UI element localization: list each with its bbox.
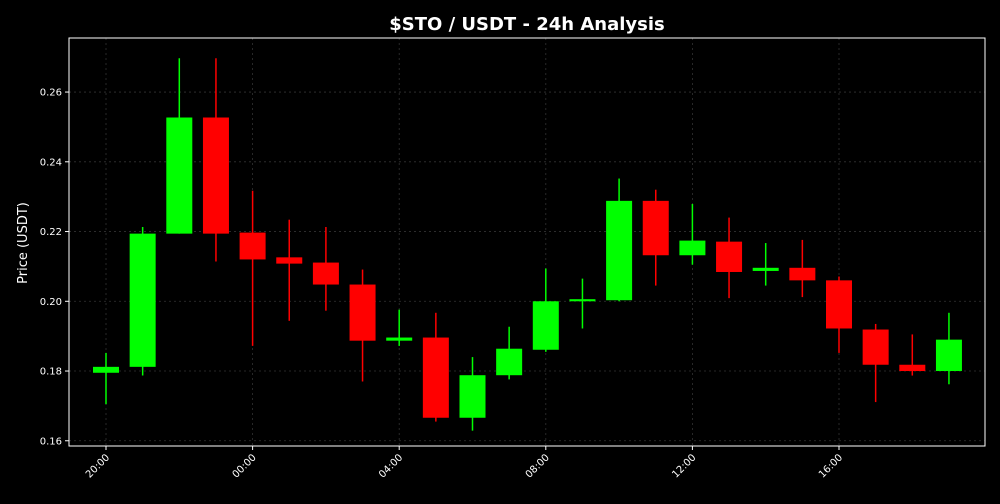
candle-body-down [862,329,889,365]
candle [789,239,816,298]
candle-body-up [935,339,962,372]
y-tick-label: 0.20 [40,297,62,308]
candle-body-down [899,364,926,372]
candle [386,309,413,346]
candle [862,323,889,403]
candle [935,312,962,385]
y-tick-label: 0.16 [40,436,62,447]
y-tick-label: 0.26 [40,88,62,99]
candle [716,217,743,299]
candle-body-down [276,257,303,264]
candle [496,326,523,380]
candle [276,219,303,321]
candle-body-down [202,117,229,234]
candle-body-up [166,117,193,234]
candle [752,243,779,286]
candle [459,357,486,431]
candle [826,276,852,353]
candle [129,227,156,376]
candle-body-down [642,200,669,256]
candle-body-up [752,267,779,271]
candle-body-down [826,280,852,329]
candle-body-down [422,337,449,418]
candle-body-down [312,262,339,285]
candle-body-up [386,337,413,341]
candle [349,269,376,382]
y-tick-label: 0.24 [40,157,62,168]
chart-title: $STO / USDT - 24h Analysis [389,14,665,35]
candle-body-up [129,233,156,367]
candle-body-down [239,232,266,260]
y-tick-label: 0.18 [40,367,62,378]
candle-body-down [349,284,376,341]
candles-layer [93,58,962,431]
y-axis-label: Price (USDT) [16,202,31,284]
candle [569,278,596,329]
candle-body-up [93,366,119,373]
candle [606,178,633,302]
candle [202,58,229,262]
candle [679,203,706,265]
candle-body-up [532,301,559,350]
y-tick-label: 0.22 [40,227,62,238]
candle-body-down [789,267,816,281]
plot-frame [68,37,986,447]
candle [642,189,669,286]
candle-body-up [459,375,486,418]
candle [532,268,559,352]
candle-body-up [679,240,706,256]
candle [239,190,266,346]
candle [312,227,339,311]
candle-body-up [569,299,596,302]
candle [166,58,193,234]
candle-body-up [496,348,523,376]
candle [422,312,449,422]
candle [899,334,926,376]
candle-body-up [606,200,633,301]
candle [93,352,119,405]
candle-body-down [716,241,743,272]
